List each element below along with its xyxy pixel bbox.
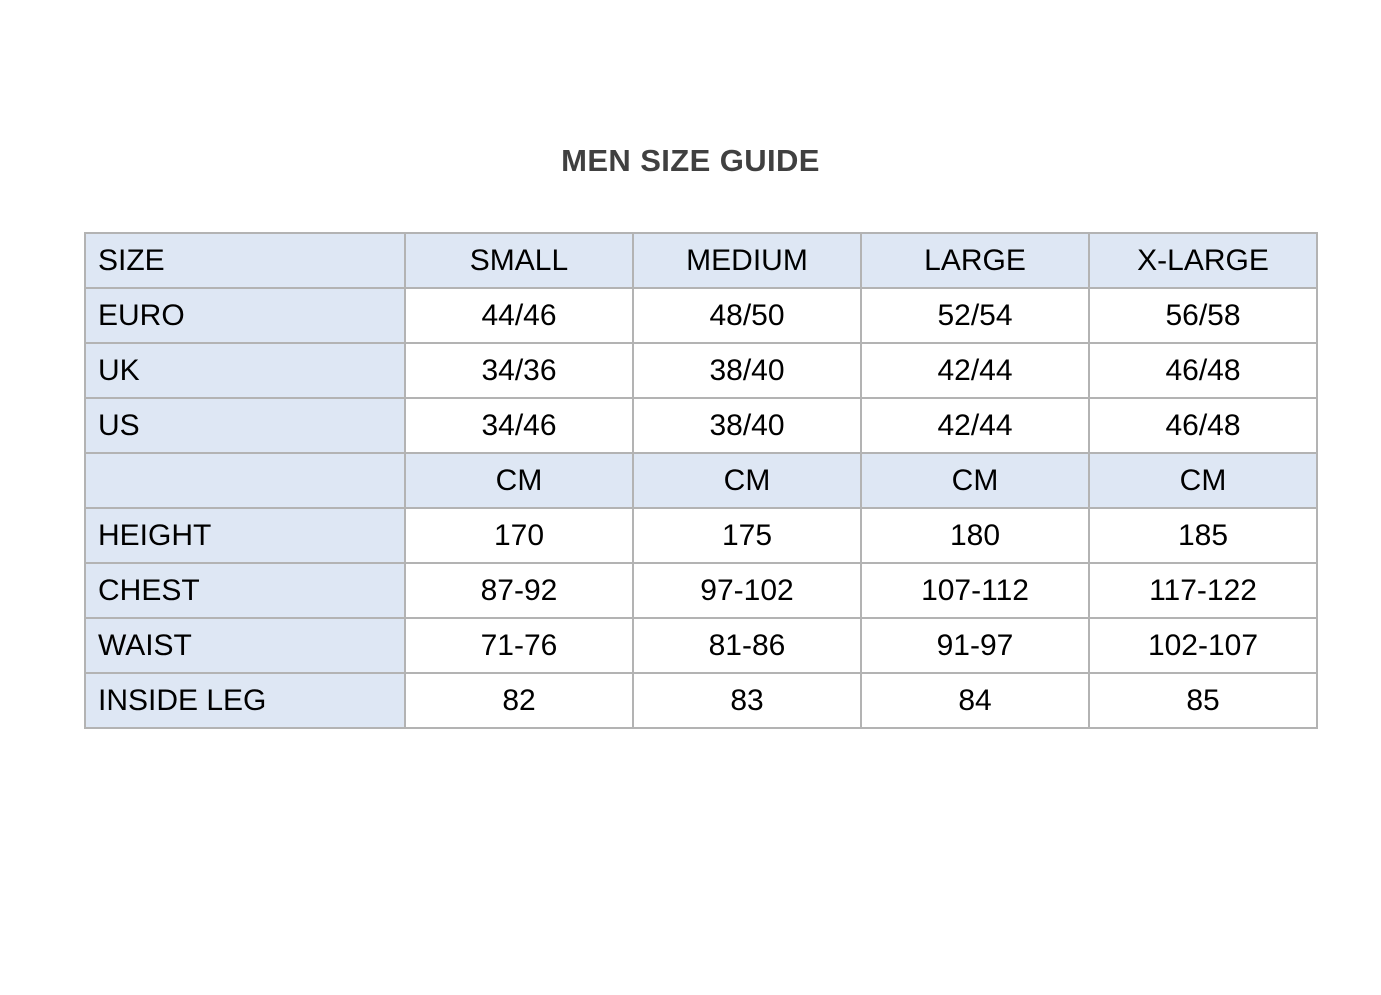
row-label-units: [84, 452, 406, 509]
cell-units-x-large: CM: [1088, 452, 1318, 509]
cell-chest-medium: 97-102: [632, 562, 862, 619]
cell-units-large: CM: [860, 452, 1090, 509]
cell-euro-large: 52/54: [860, 287, 1090, 344]
cell-inside-leg-small: 82: [404, 672, 634, 729]
cell-units-small: CM: [404, 452, 634, 509]
table-row-units: CM CM CM CM: [84, 452, 1318, 509]
table-row-us: US 34/46 38/40 42/44 46/48: [84, 397, 1318, 454]
cell-height-x-large: 185: [1088, 507, 1318, 564]
row-label-euro: EURO: [84, 287, 406, 344]
cell-height-small: 170: [404, 507, 634, 564]
cell-inside-leg-large: 84: [860, 672, 1090, 729]
size-table-body: SIZE SMALL MEDIUM LARGE X-LARGE EURO 44/…: [84, 232, 1318, 729]
column-header-large: LARGE: [860, 232, 1090, 289]
cell-uk-large: 42/44: [860, 342, 1090, 399]
table-row-height: HEIGHT 170 175 180 185: [84, 507, 1318, 564]
row-label-chest: CHEST: [84, 562, 406, 619]
row-label-size: SIZE: [84, 232, 406, 289]
table-row-euro: EURO 44/46 48/50 52/54 56/58: [84, 287, 1318, 344]
cell-us-large: 42/44: [860, 397, 1090, 454]
row-label-inside-leg: INSIDE LEG: [84, 672, 406, 729]
cell-chest-large: 107-112: [860, 562, 1090, 619]
cell-inside-leg-medium: 83: [632, 672, 862, 729]
column-header-x-large: X-LARGE: [1088, 232, 1318, 289]
cell-uk-x-large: 46/48: [1088, 342, 1318, 399]
cell-inside-leg-x-large: 85: [1088, 672, 1318, 729]
row-label-uk: UK: [84, 342, 406, 399]
cell-chest-x-large: 117-122: [1088, 562, 1318, 619]
table-row-uk: UK 34/36 38/40 42/44 46/48: [84, 342, 1318, 399]
table-row-size: SIZE SMALL MEDIUM LARGE X-LARGE: [84, 232, 1318, 289]
cell-euro-x-large: 56/58: [1088, 287, 1318, 344]
cell-uk-medium: 38/40: [632, 342, 862, 399]
cell-us-x-large: 46/48: [1088, 397, 1318, 454]
row-label-waist: WAIST: [84, 617, 406, 674]
cell-euro-small: 44/46: [404, 287, 634, 344]
cell-waist-medium: 81-86: [632, 617, 862, 674]
cell-uk-small: 34/36: [404, 342, 634, 399]
column-header-medium: MEDIUM: [632, 232, 862, 289]
cell-waist-small: 71-76: [404, 617, 634, 674]
cell-euro-medium: 48/50: [632, 287, 862, 344]
row-label-us: US: [84, 397, 406, 454]
column-header-small: SMALL: [404, 232, 634, 289]
cell-us-medium: 38/40: [632, 397, 862, 454]
cell-chest-small: 87-92: [404, 562, 634, 619]
table-row-waist: WAIST 71-76 81-86 91-97 102-107: [84, 617, 1318, 674]
cell-waist-x-large: 102-107: [1088, 617, 1318, 674]
row-label-height: HEIGHT: [84, 507, 406, 564]
table-row-inside-leg: INSIDE LEG 82 83 84 85: [84, 672, 1318, 729]
size-table-container: SIZE SMALL MEDIUM LARGE X-LARGE EURO 44/…: [84, 232, 1318, 729]
cell-units-medium: CM: [632, 452, 862, 509]
cell-us-small: 34/46: [404, 397, 634, 454]
cell-height-medium: 175: [632, 507, 862, 564]
cell-height-large: 180: [860, 507, 1090, 564]
table-row-chest: CHEST 87-92 97-102 107-112 117-122: [84, 562, 1318, 619]
size-guide-table: SIZE SMALL MEDIUM LARGE X-LARGE EURO 44/…: [84, 232, 1318, 729]
page-title: MEN SIZE GUIDE: [561, 143, 820, 178]
cell-waist-large: 91-97: [860, 617, 1090, 674]
